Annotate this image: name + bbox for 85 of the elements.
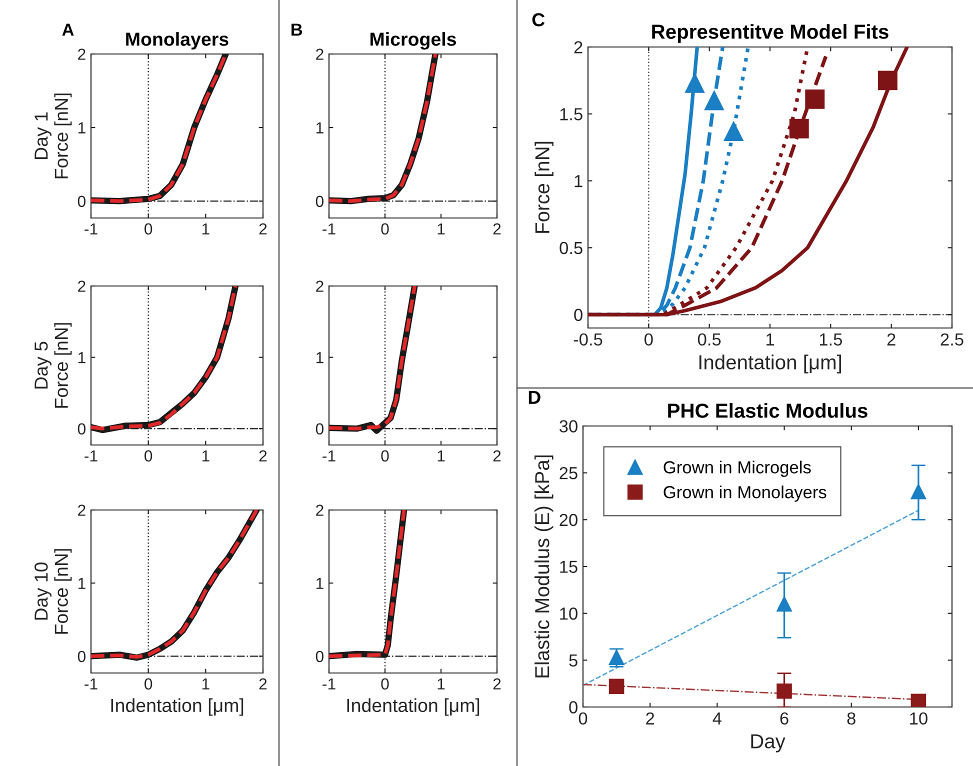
x-tick-label: 0.5 — [698, 333, 721, 346]
x-tick-label: 2 — [259, 678, 267, 690]
text: B — [292, 24, 302, 36]
chart-title: Microgels — [370, 32, 456, 50]
x-tick-label: 0 — [381, 223, 389, 235]
x-tick-label: -1 — [84, 223, 98, 234]
x-tick-label: 0 — [644, 333, 653, 346]
x-tick-label: 1 — [202, 450, 210, 462]
x-tick-label: 1 — [438, 678, 445, 690]
y-tick-label: 2 — [78, 280, 86, 292]
y-tick-label: 1 — [316, 122, 324, 134]
y-tick-label: 0 — [78, 196, 86, 208]
text: A — [62, 24, 74, 36]
y-tick-label: 1 — [316, 578, 324, 589]
x-tick-label: 0 — [144, 678, 152, 690]
y-tick-label: 2 — [316, 504, 324, 516]
y-tick-label: 0 — [316, 423, 324, 435]
y-tick-label: 2 — [316, 280, 324, 292]
x-axis-title: Indentation [μm] — [699, 354, 841, 374]
y-tick-label: 0 — [569, 701, 578, 714]
chart-title: PHC Elastic Modulus — [668, 403, 868, 418]
chart-title: Representitve Model Fits — [652, 24, 888, 43]
x-tick-label: 2.5 — [940, 333, 964, 346]
x-tick-label: 2 — [887, 333, 896, 346]
x-tick-label: 2 — [259, 450, 267, 462]
y-tick-label: 1 — [78, 578, 86, 589]
x-tick-label: -0.5 — [574, 333, 602, 346]
x-tick-label: 0 — [381, 450, 389, 462]
legend-label: Grown in Microgels — [664, 460, 811, 477]
x-tick-label: 1 — [202, 223, 210, 234]
x-tick-label: -1 — [322, 223, 336, 234]
y-tick-label: 0 — [574, 308, 582, 322]
x-tick-label: 1.5 — [820, 334, 842, 346]
x-tick-label: 2 — [259, 223, 267, 234]
x-tick-label: 10 — [910, 712, 928, 725]
y-tick-label: 1 — [574, 175, 582, 188]
x-axis-title: Day — [751, 734, 786, 752]
y-tick-label: 1 — [316, 352, 324, 364]
y-axis-title: Day 1 Force [nN] — [34, 94, 72, 178]
x-tick-label: 2 — [646, 712, 654, 724]
y-tick-label: 2 — [316, 48, 324, 60]
x-tick-label: -1 — [322, 450, 336, 462]
x-tick-label: 2 — [493, 678, 501, 690]
y-tick-label: 0 — [78, 423, 86, 435]
y-axis-title: Elastic Modulus (E) [kPa] — [534, 455, 554, 678]
text: D — [528, 390, 540, 404]
x-tick-label: 6 — [780, 712, 788, 725]
y-tick-label: 2 — [78, 504, 86, 516]
x-tick-label: 1 — [438, 450, 445, 462]
y-tick-label: 1 — [78, 352, 86, 364]
y-tick-label: 1.5 — [560, 108, 582, 120]
y-tick-label: 2 — [78, 48, 86, 60]
x-tick-label: 1 — [438, 223, 445, 234]
text: C — [532, 13, 545, 26]
y-tick-label: 5 — [569, 654, 578, 667]
y-tick-label: 0.5 — [560, 242, 582, 254]
y-tick-label: 30 — [559, 420, 578, 432]
y-axis-title: Day 10 Force [nN] — [34, 549, 72, 634]
x-tick-label: 0 — [144, 450, 152, 462]
y-axis-title: Force [nN] — [534, 142, 554, 233]
x-tick-label: 0 — [144, 223, 152, 235]
x-tick-label: 4 — [712, 712, 722, 724]
y-tick-label: 0 — [78, 650, 86, 662]
y-axis-title: Day 5 Force [nN] — [34, 323, 72, 408]
x-tick-label: 8 — [847, 712, 856, 725]
y-tick-label: 20 — [560, 514, 578, 526]
y-tick-label: 15 — [560, 560, 578, 573]
x-tick-label: -1 — [322, 678, 336, 690]
x-tick-label: 1 — [202, 678, 210, 690]
y-tick-label: 2 — [574, 41, 582, 54]
y-tick-label: 10 — [560, 608, 578, 620]
y-tick-label: 0 — [316, 196, 324, 208]
x-axis-title: Indentation [μm] — [347, 698, 480, 716]
legend-label: Grown in Monolayers — [664, 486, 826, 502]
x-tick-label: 2 — [493, 450, 501, 462]
x-tick-label: 2 — [493, 223, 501, 234]
y-tick-label: 25 — [560, 467, 578, 480]
chart-title: Monolayers — [126, 32, 228, 50]
y-tick-label: 1 — [78, 122, 86, 134]
y-tick-label: 0 — [316, 650, 324, 662]
x-tick-label: 0 — [381, 678, 389, 690]
x-tick-label: 1 — [766, 334, 774, 346]
x-tick-label: -1 — [84, 678, 98, 690]
x-axis-title: Indentation [μm] — [111, 698, 244, 716]
x-tick-label: -1 — [84, 450, 98, 462]
